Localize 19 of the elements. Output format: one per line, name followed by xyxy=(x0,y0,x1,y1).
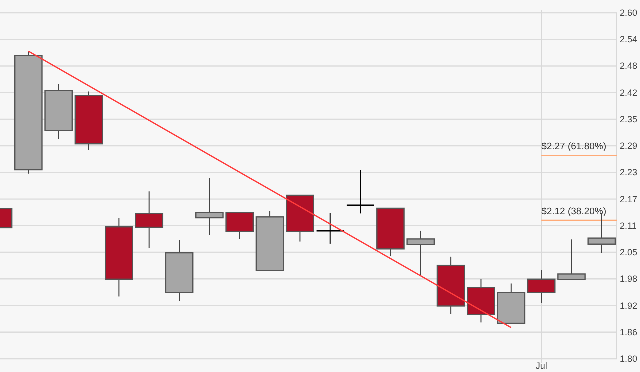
y-tick-label: 2.35 xyxy=(620,114,638,124)
y-tick-label: 2.11 xyxy=(620,220,637,231)
y-tick-label: 1.80 xyxy=(620,354,638,364)
y-tick-label: 2.60 xyxy=(620,8,638,18)
y-tick-label: 1.92 xyxy=(620,300,638,311)
y-tick-label: 2.42 xyxy=(620,88,638,98)
y-tick-label: 1.86 xyxy=(620,327,638,338)
y-tick-label: 1.98 xyxy=(620,274,638,284)
y-tick-label: 2.05 xyxy=(620,248,638,258)
candlestick xyxy=(316,212,345,244)
y-tick-label: 2.48 xyxy=(620,61,638,72)
y-tick-label: 2.54 xyxy=(620,34,638,45)
candlestick xyxy=(346,169,375,214)
y-tick-label: 2.23 xyxy=(620,168,638,178)
ref-line-label: $2.27 (61.80%) xyxy=(542,142,607,153)
y-tick-label: 2.29 xyxy=(620,141,638,152)
y-tick-label: 2.17 xyxy=(620,194,638,204)
x-tick-label: Jul xyxy=(536,361,548,371)
ref-line-label: $2.12 (38.20%) xyxy=(542,206,607,218)
